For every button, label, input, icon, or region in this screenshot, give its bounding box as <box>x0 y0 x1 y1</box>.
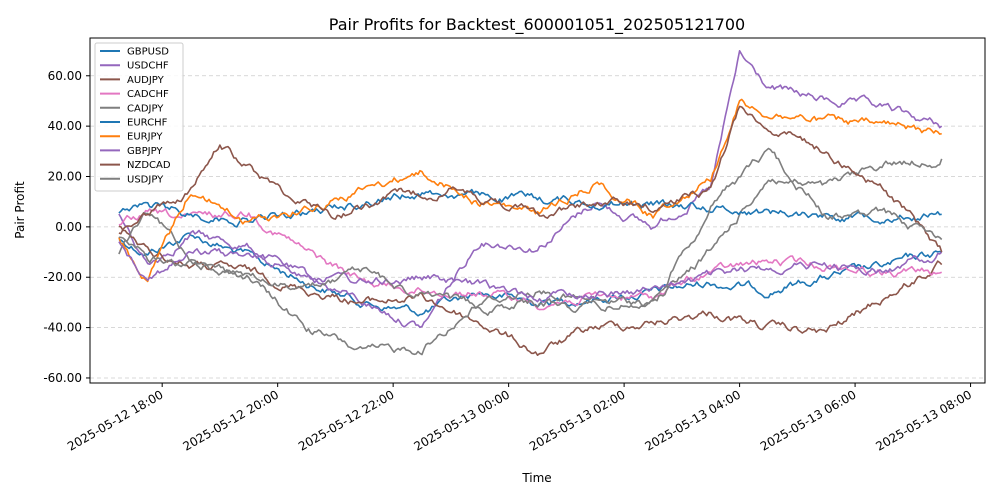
legend-label: USDJPY <box>127 174 164 185</box>
y-tick-label: 40.00 <box>48 119 82 133</box>
legend-label: CADJPY <box>127 103 164 114</box>
x-tick-label: 2025-05-13 04:00 <box>642 387 743 453</box>
plot-frame <box>89 37 986 384</box>
y-axis: -60.00 -40.00 -20.00 0.00 20.00 40.00 60.00 <box>43 69 90 385</box>
x-axis-label: Time <box>521 471 551 485</box>
legend-label: AUDJPY <box>127 75 165 86</box>
series-line-usdjpy <box>118 147 943 316</box>
legend-label: USDCHF <box>127 61 169 72</box>
x-tick-label: 2025-05-13 08:00 <box>873 387 974 453</box>
y-tick-label: 0.00 <box>55 220 82 234</box>
series-line-nzdcad <box>118 105 943 253</box>
y-axis-label: Pair Profit <box>13 181 27 239</box>
x-tick-label: 2025-05-13 06:00 <box>758 387 859 453</box>
series-line-gbpjpy <box>118 241 943 303</box>
x-tick-label: 2025-05-13 00:00 <box>411 387 512 453</box>
series-layer <box>118 50 943 356</box>
x-tick-label: 2025-05-12 22:00 <box>296 387 397 453</box>
legend-label: GBPUSD <box>127 47 169 58</box>
series-line-eurjpy <box>118 98 942 283</box>
series-line-audjpy <box>118 225 943 356</box>
y-tick-label: -60.00 <box>43 371 82 385</box>
x-tick-label: 2025-05-12 20:00 <box>181 387 282 453</box>
grid <box>90 75 985 379</box>
legend-label: NZDCAD <box>127 160 171 171</box>
legend-label: EURCHF <box>127 118 168 129</box>
legend-label: CADCHF <box>127 89 169 100</box>
y-tick-label: 20.00 <box>48 170 82 184</box>
legend: GBPUSD USDCHF AUDJPY CADCHF CADJPY EURCHF EURJ… <box>94 42 184 192</box>
chart-title: Pair Profits for Backtest_600001051_2025… <box>329 15 745 35</box>
x-tick-label: 2025-05-13 02:00 <box>527 387 628 453</box>
series-line-usdchf <box>118 50 943 329</box>
x-tick-label: 2025-05-12 18:00 <box>65 387 166 453</box>
x-axis: 2025-05-12 18:00 2025-05-12 20:00 2025-05-… <box>65 383 974 454</box>
y-tick-label: -40.00 <box>43 321 82 335</box>
legend-label: EURJPY <box>127 132 163 143</box>
y-tick-label: -20.00 <box>43 270 82 284</box>
y-tick-label: 60.00 <box>48 69 82 83</box>
series-line-cadchf <box>118 208 942 311</box>
legend-label: GBPJPY <box>127 146 163 157</box>
